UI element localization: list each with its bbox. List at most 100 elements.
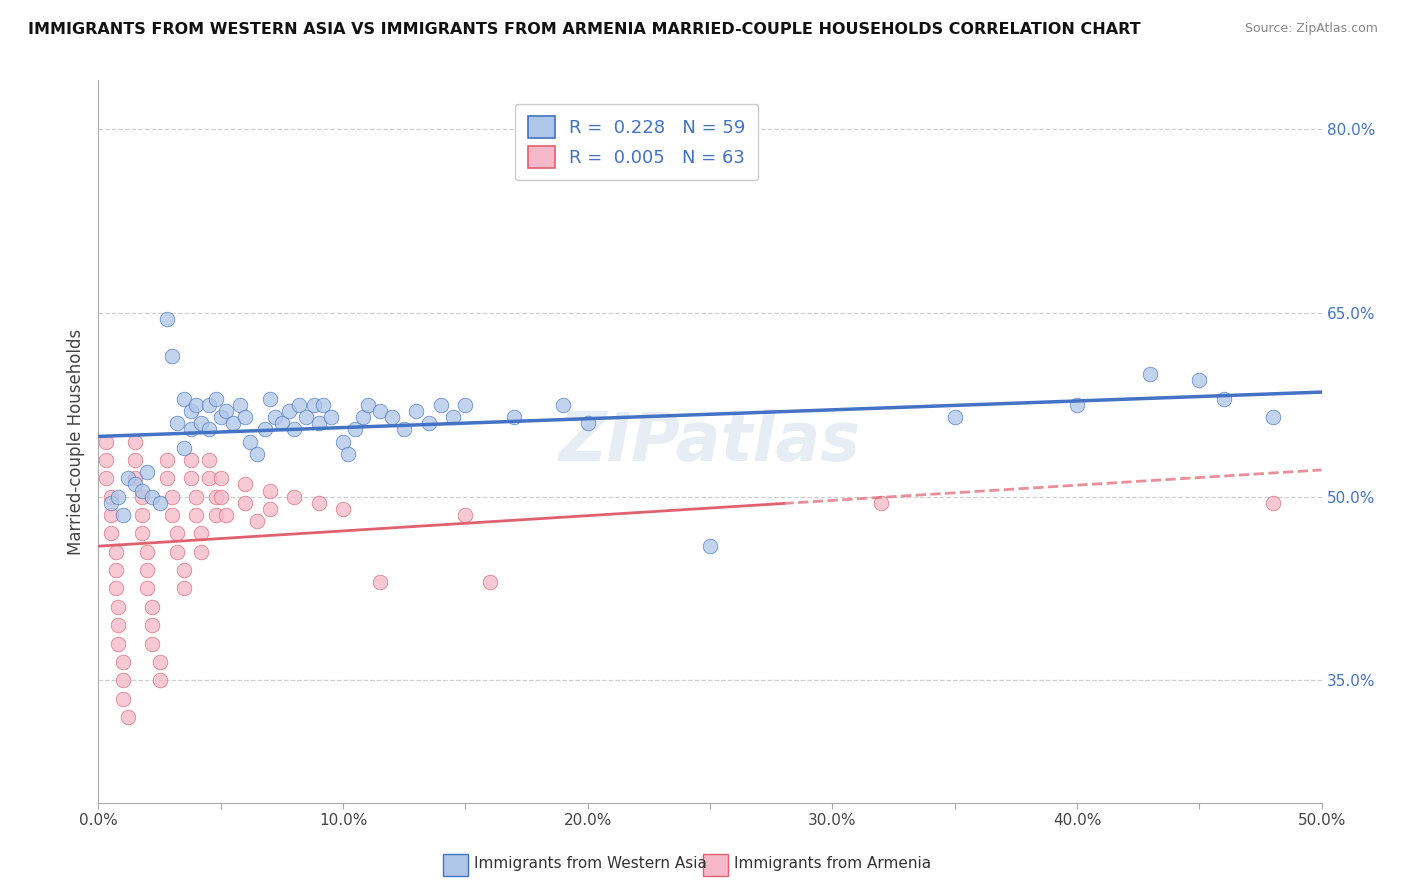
Point [131,490,153,504]
Point [441,410,464,425]
Point [100,496,122,510]
Point [173,563,195,577]
Point [1261,410,1284,425]
Point [197,471,219,485]
Point [1212,392,1234,406]
Point [368,404,391,418]
Point [278,404,301,418]
Point [1261,496,1284,510]
Point [141,599,163,614]
Point [100,526,122,541]
Point [136,563,159,577]
Text: IMMIGRANTS FROM WESTERN ASIA VS IMMIGRANTS FROM ARMENIA MARRIED-COUPLE HOUSEHOLD: IMMIGRANTS FROM WESTERN ASIA VS IMMIGRAN… [28,22,1140,37]
Point [381,410,404,425]
Point [160,349,183,363]
Point [336,447,359,461]
Point [149,655,172,669]
Point [136,545,159,559]
Point [111,691,134,706]
Point [295,410,318,425]
Point [233,410,256,425]
Point [160,508,183,522]
Point [259,392,281,406]
Point [332,434,354,449]
Point [246,447,269,461]
Point [94,453,117,467]
Point [205,392,228,406]
Point [117,471,139,485]
Point [166,416,188,430]
Point [418,416,440,430]
Point [111,655,134,669]
Point [197,453,219,467]
Point [94,434,117,449]
Point [503,410,526,425]
Point [156,312,179,326]
Point [430,398,453,412]
Point [405,404,427,418]
Point [205,490,228,504]
Point [190,416,212,430]
Point [180,471,202,485]
Point [131,508,153,522]
Point [576,416,599,430]
Point [209,490,232,504]
Point [239,434,262,449]
Point [1066,398,1088,412]
Point [124,471,146,485]
Point [288,398,311,412]
Point [100,508,122,522]
Point [229,398,252,412]
Point [222,416,245,430]
Point [104,582,127,596]
Point [190,526,212,541]
Point [107,490,129,504]
Point [124,453,146,467]
Text: ZIPatlas: ZIPatlas [560,409,860,475]
Point [190,545,212,559]
Point [173,441,195,455]
Point [368,575,391,590]
Point [332,502,354,516]
Point [124,477,146,491]
Point [141,490,163,504]
Point [136,465,159,479]
Point [209,410,232,425]
Point [186,398,208,412]
Point [111,508,134,522]
Point [149,496,172,510]
Point [197,398,219,412]
Point [111,673,134,688]
Point [283,422,305,436]
Point [94,471,117,485]
Point [352,410,374,425]
Point [180,404,202,418]
Point [454,508,477,522]
Point [259,483,281,498]
Point [160,490,183,504]
Point [107,637,129,651]
Point [270,416,294,430]
Point [205,508,228,522]
Point [156,471,179,485]
Point [107,618,129,632]
Point [186,508,208,522]
Point [308,496,330,510]
Point [943,410,966,425]
Point [166,526,188,541]
Point [214,508,236,522]
Point [107,599,129,614]
Point [870,496,893,510]
Point [100,490,122,504]
Point [253,422,276,436]
Text: Immigrants from Western Asia: Immigrants from Western Asia [474,856,707,871]
Point [131,526,153,541]
Point [141,618,163,632]
Point [104,563,127,577]
Point [117,710,139,724]
Text: Source: ZipAtlas.com: Source: ZipAtlas.com [1244,22,1378,36]
Point [233,477,256,491]
Point [166,545,188,559]
Point [344,422,367,436]
Point [173,392,195,406]
